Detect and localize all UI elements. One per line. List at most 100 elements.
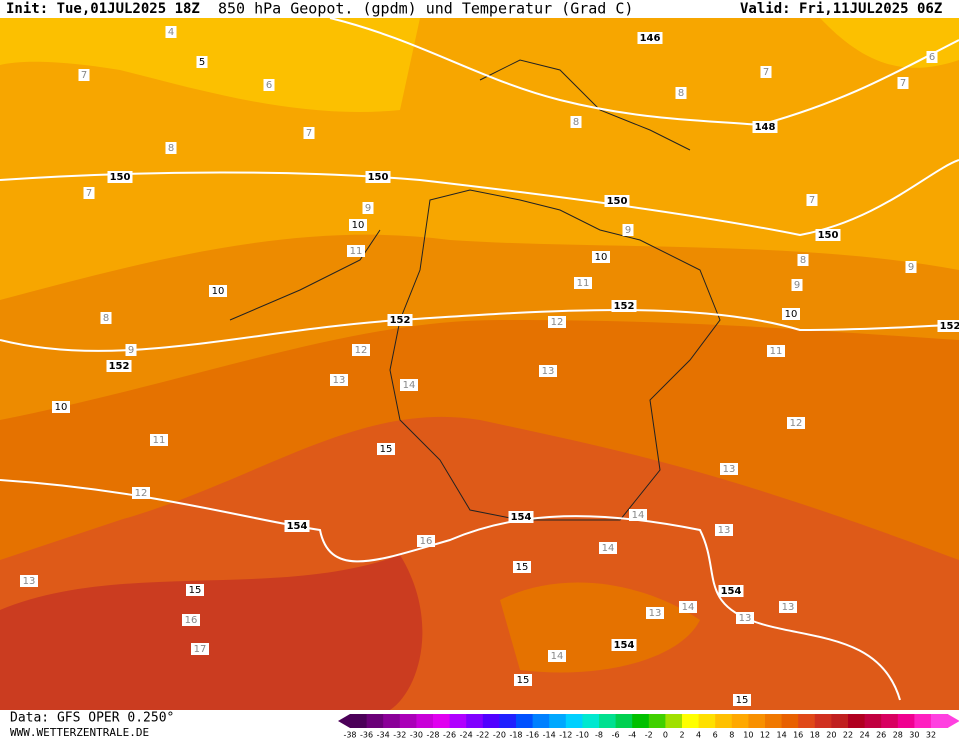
temperature-label: 14 <box>632 510 645 521</box>
scale-swatch <box>665 714 682 728</box>
scale-label: -20 <box>493 731 506 740</box>
temperature-label: 11 <box>153 435 166 446</box>
scale-label: -36 <box>360 731 373 740</box>
scale-swatch <box>566 714 583 728</box>
temperature-label: 14 <box>682 602 695 613</box>
map-title: 850 hPa Geopot. (gpdm) und Temperatur (G… <box>218 0 633 18</box>
temperature-label: 7 <box>86 188 92 199</box>
valid-time: Valid: Fri,11JUL2025 06Z <box>740 1 942 17</box>
scale-swatch <box>682 714 699 728</box>
website: WWW.WETTERZENTRALE.DE <box>10 726 149 739</box>
geopotential-label: 154 <box>721 586 742 597</box>
scale-swatch <box>499 714 516 728</box>
geopotential-label: 152 <box>390 315 411 326</box>
scale-label: -6 <box>612 731 620 740</box>
temperature-label: 16 <box>420 536 433 547</box>
temperature-label: 13 <box>739 613 752 624</box>
temperature-label: 8 <box>573 117 579 128</box>
scale-swatch <box>865 714 882 728</box>
scale-label: 2 <box>679 731 684 740</box>
geopotential-label: 154 <box>614 640 635 651</box>
scale-swatch <box>732 714 749 728</box>
temperature-label: 12 <box>135 488 148 499</box>
scale-label: 16 <box>793 731 803 740</box>
scale-swatch <box>466 714 483 728</box>
scale-swatch <box>765 714 782 728</box>
scale-swatch <box>516 714 533 728</box>
temperature-label: 13 <box>782 602 795 613</box>
geopotential-label: 152 <box>940 321 959 332</box>
temperature-label: 6 <box>929 52 935 63</box>
geopotential-label: 154 <box>287 521 308 532</box>
geopotential-label: 150 <box>607 196 628 207</box>
scale-swatch <box>350 714 367 728</box>
scale-label: -16 <box>526 731 539 740</box>
scale-swatch <box>815 714 832 728</box>
scale-label: 26 <box>876 731 886 740</box>
scale-swatch <box>483 714 500 728</box>
scale-label: -26 <box>443 731 456 740</box>
temperature-label: 7 <box>763 67 769 78</box>
temperature-label: 17 <box>194 644 207 655</box>
scale-label: -30 <box>410 731 423 740</box>
geopotential-label: 148 <box>755 122 776 133</box>
scale-swatch <box>632 714 649 728</box>
scale-label: -24 <box>460 731 473 740</box>
scale-swatch <box>649 714 666 728</box>
temperature-label: 14 <box>403 380 416 391</box>
scale-swatch <box>898 714 915 728</box>
temperature-label: 13 <box>723 464 736 475</box>
scale-label: 30 <box>909 731 919 740</box>
scale-swatch <box>433 714 450 728</box>
scale-swatch <box>549 714 566 728</box>
scale-swatch <box>931 714 948 728</box>
temperature-label: 13 <box>718 525 731 536</box>
scale-label: 10 <box>743 731 753 740</box>
geopotential-label: 154 <box>511 512 532 523</box>
isotherm-label: 10 <box>212 286 225 297</box>
scale-label: -12 <box>559 731 572 740</box>
scale-label: 32 <box>926 731 936 740</box>
scale-label: 8 <box>729 731 734 740</box>
temperature-label: 8 <box>800 255 806 266</box>
scale-swatch <box>715 714 732 728</box>
scale-label: -34 <box>377 731 390 740</box>
isotherm-label: 10 <box>595 252 608 263</box>
scale-label: -28 <box>426 731 439 740</box>
scale-label: -32 <box>393 731 406 740</box>
temperature-label: 9 <box>625 225 631 236</box>
scale-swatch <box>848 714 865 728</box>
temperature-label: 7 <box>809 195 815 206</box>
temperature-label: 9 <box>908 262 914 273</box>
temperature-label: 12 <box>790 418 803 429</box>
init-time: Init: Tue,01JUL2025 18Z <box>6 1 200 17</box>
scale-label: -2 <box>645 731 653 740</box>
scale-label: 28 <box>893 731 903 740</box>
scale-swatch <box>533 714 550 728</box>
isotherm-label: 5 <box>199 57 205 68</box>
scale-label: 0 <box>663 731 668 740</box>
scale-label: 6 <box>713 731 718 740</box>
temperature-label: 13 <box>23 576 36 587</box>
scale-swatch <box>400 714 417 728</box>
temperature-label: 13 <box>649 608 662 619</box>
scale-label: 24 <box>860 731 870 740</box>
temperature-label: 9 <box>365 203 371 214</box>
isotherm-label: 15 <box>736 695 749 706</box>
scale-swatch <box>367 714 384 728</box>
scale-swatch <box>881 714 898 728</box>
scale-swatch <box>383 714 400 728</box>
scale-label: -10 <box>576 731 589 740</box>
scale-swatch <box>582 714 599 728</box>
scale-label: 18 <box>810 731 820 740</box>
temperature-label: 12 <box>355 345 368 356</box>
scale-label: 14 <box>777 731 787 740</box>
temperature-label: 7 <box>81 70 87 81</box>
temperature-label: 11 <box>350 246 363 257</box>
isotherm-label: 15 <box>189 585 202 596</box>
isotherm-label: 10 <box>785 309 798 320</box>
isotherm-label: 15 <box>380 444 393 455</box>
geopotential-label: 152 <box>109 361 130 372</box>
